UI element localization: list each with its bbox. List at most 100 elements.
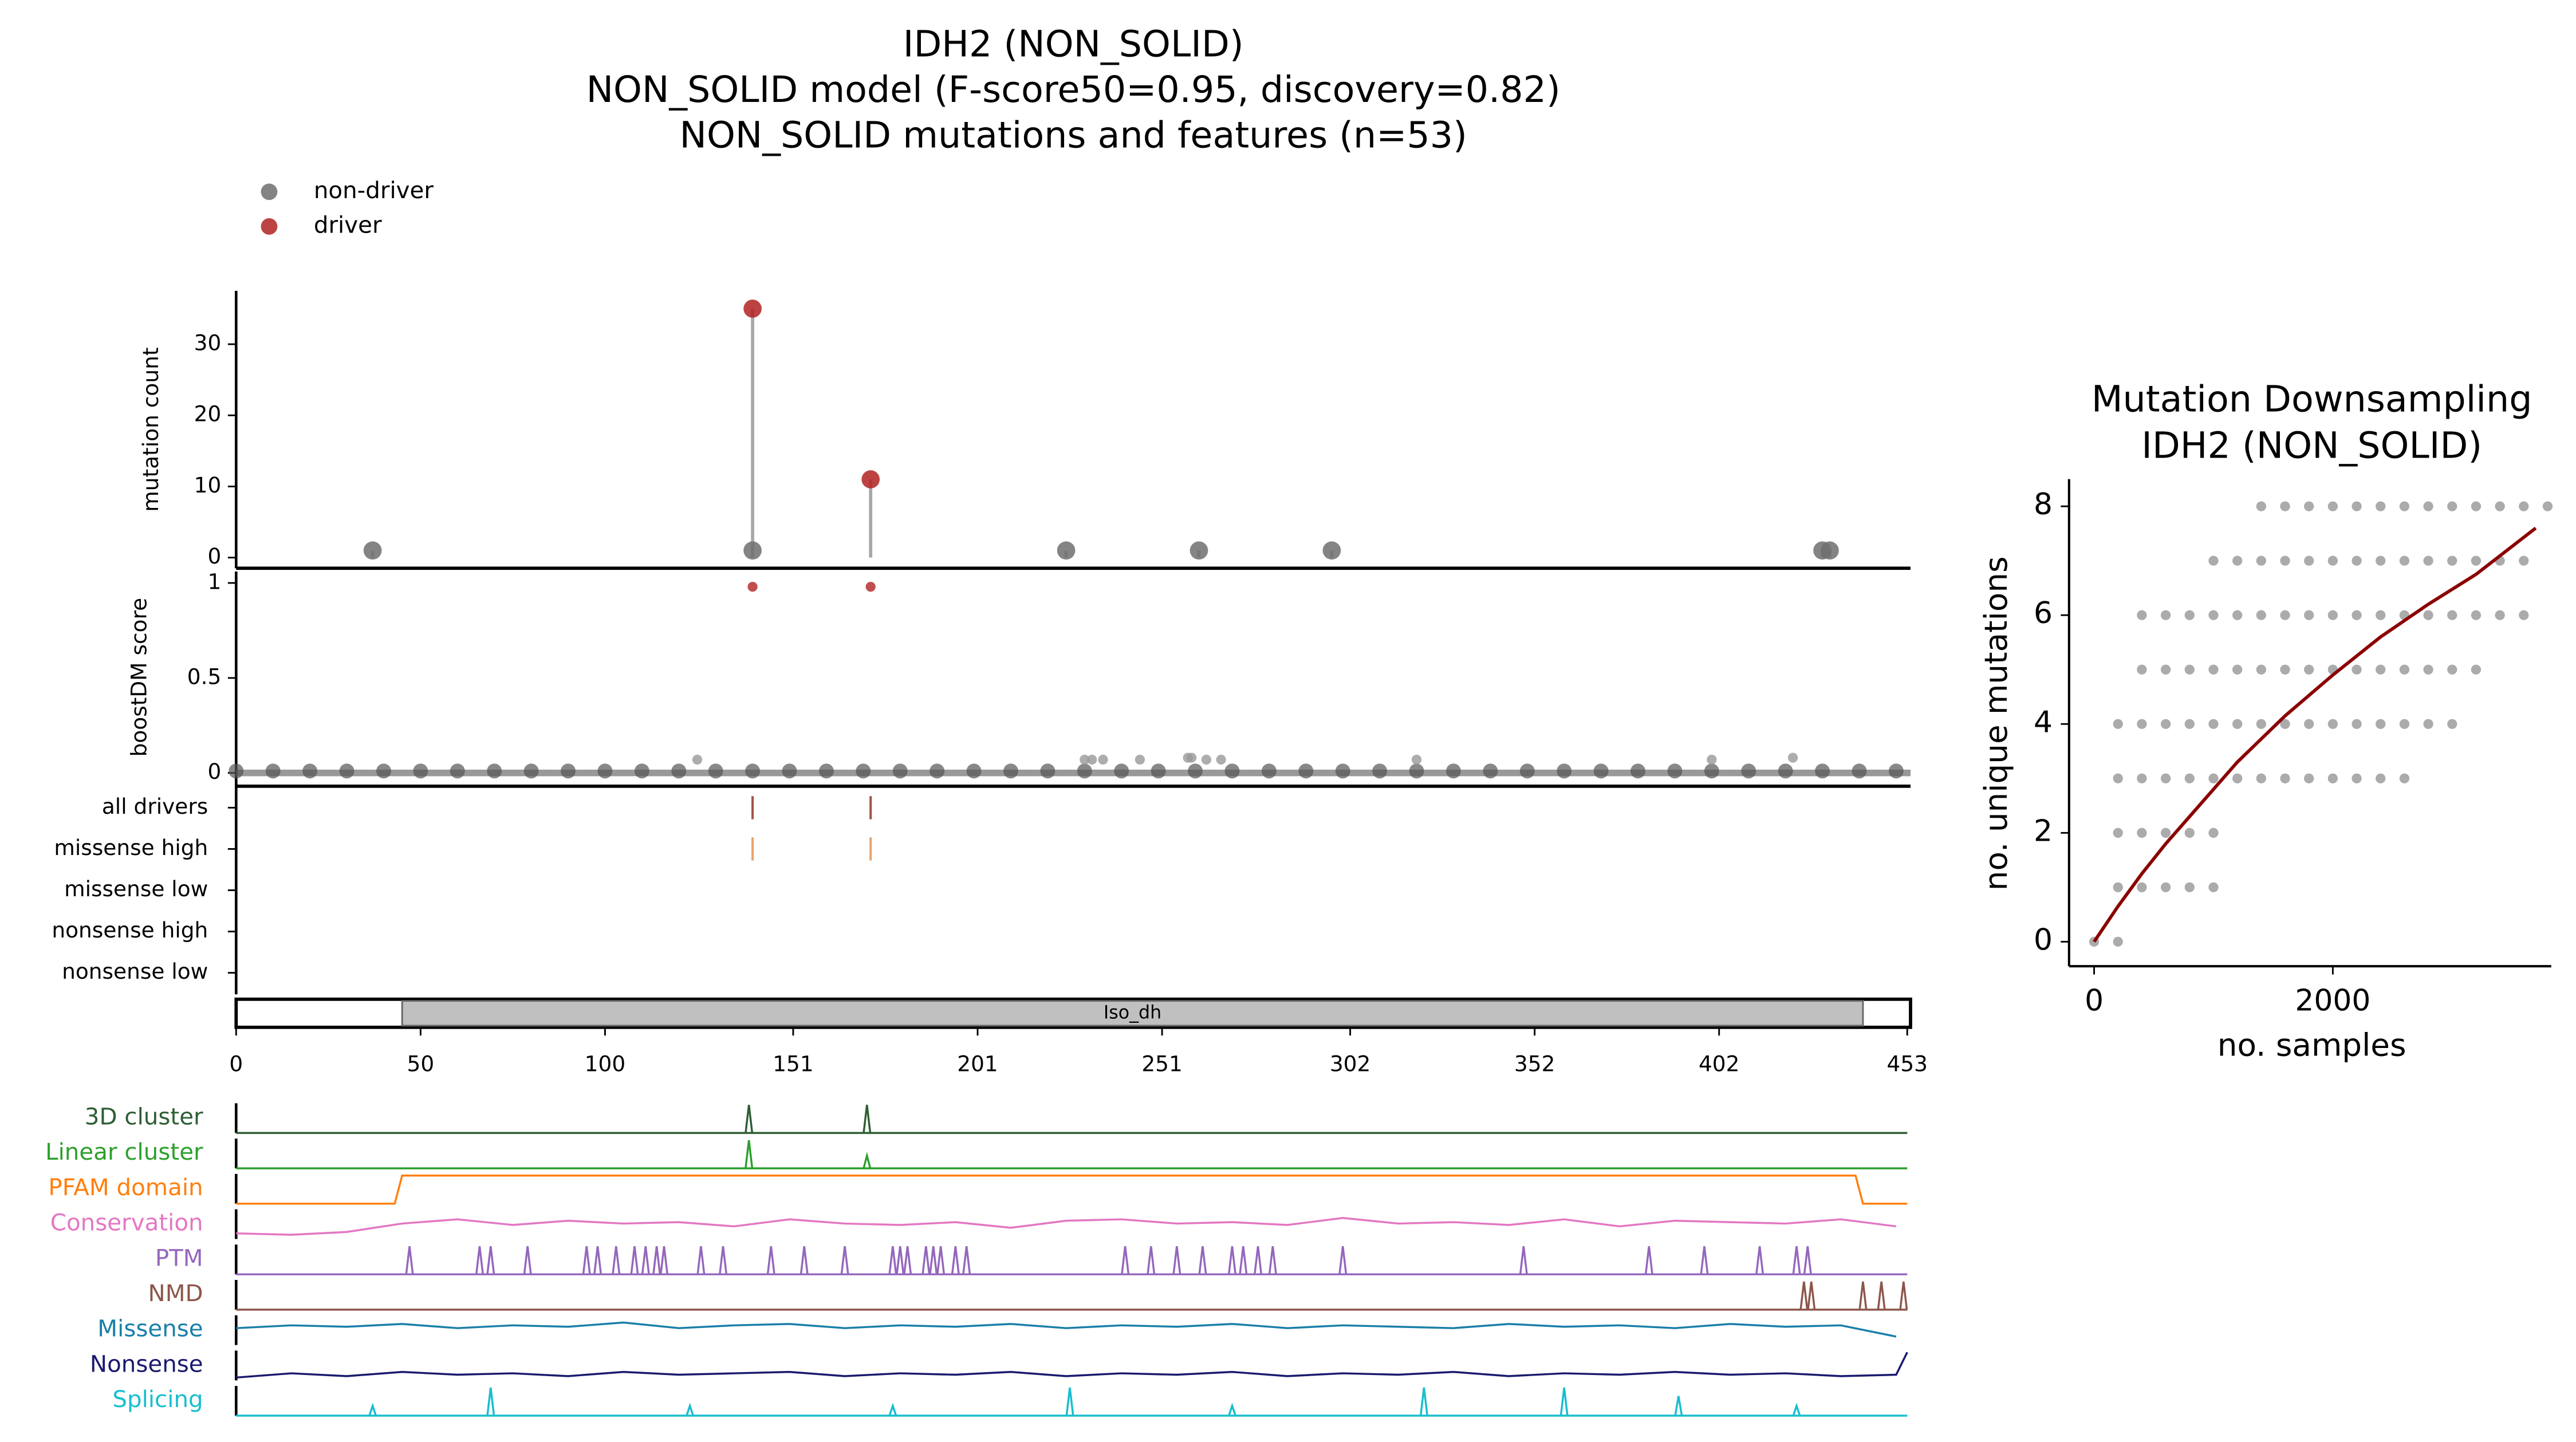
score-point xyxy=(747,581,758,592)
feature-peak xyxy=(696,1246,706,1275)
feature-peak xyxy=(1198,1246,1207,1275)
sample-point xyxy=(2519,610,2529,620)
x-tick-label: 201 xyxy=(957,1051,998,1077)
feature-peak xyxy=(719,1246,728,1275)
feature-peak xyxy=(652,1246,661,1275)
sample-point xyxy=(2471,610,2482,620)
sample-point xyxy=(2447,664,2457,675)
sample-point xyxy=(2256,664,2266,675)
feature-peak xyxy=(486,1387,495,1416)
y-tick-label: 4 xyxy=(2034,705,2053,739)
sample-point xyxy=(2160,773,2171,783)
feature-peak xyxy=(686,1402,695,1416)
feature-peak xyxy=(405,1246,414,1275)
y-tick-label: 0 xyxy=(208,543,222,569)
legend-marker xyxy=(261,218,278,235)
sample-point xyxy=(2304,664,2314,675)
track-label: nonsense low xyxy=(62,959,208,984)
sample-point xyxy=(2304,555,2314,566)
x-tick-label: 402 xyxy=(1699,1051,1740,1077)
feature-peak xyxy=(1065,1387,1074,1416)
sample-point xyxy=(2208,555,2219,566)
sample-point xyxy=(2113,828,2123,838)
feature-peak xyxy=(1268,1246,1277,1275)
sample-point xyxy=(2184,828,2195,838)
sample-point xyxy=(2256,501,2266,511)
sample-point xyxy=(2447,501,2457,511)
feature-peak xyxy=(612,1246,621,1275)
sample-point xyxy=(2423,555,2433,566)
sample-point xyxy=(2137,828,2147,838)
sample-point xyxy=(2160,882,2171,893)
domain xyxy=(401,1000,1864,1027)
sample-point xyxy=(2471,555,2482,566)
sample-point xyxy=(2327,501,2338,511)
x-tick-label: 0 xyxy=(2085,984,2104,1018)
sample-point xyxy=(2137,610,2147,620)
sample-point xyxy=(2184,610,2195,620)
sample-point xyxy=(2137,664,2147,675)
sample-point xyxy=(2376,501,2386,511)
sample-point xyxy=(2495,501,2505,511)
feature-peak xyxy=(862,1152,872,1169)
sample-point xyxy=(2471,501,2482,511)
x-tick-label: 0 xyxy=(229,1051,243,1077)
y-tick-label: 20 xyxy=(194,401,222,427)
score-point xyxy=(1707,754,1717,765)
feature-peak xyxy=(745,1140,754,1169)
sample-point xyxy=(2327,773,2338,783)
sample-point xyxy=(2327,610,2338,620)
sample-point xyxy=(2423,719,2433,729)
mutation-point xyxy=(1057,541,1076,560)
score-point xyxy=(1135,754,1145,765)
sample-point xyxy=(2113,882,2123,893)
sample-point xyxy=(2208,882,2219,893)
sample-point xyxy=(2232,555,2243,566)
y-tick-label: 8 xyxy=(2034,487,2053,522)
sample-point xyxy=(2352,664,2362,675)
x-tick-label: 2000 xyxy=(2295,984,2370,1018)
mutation-point xyxy=(363,541,382,560)
feature-peak xyxy=(486,1246,495,1275)
sample-point xyxy=(2447,610,2457,620)
x-tick-label: 352 xyxy=(1514,1051,1555,1077)
feature-peak xyxy=(862,1105,872,1133)
sample-point xyxy=(2304,610,2314,620)
sample-point xyxy=(2542,501,2553,511)
feature-line xyxy=(236,1321,1897,1338)
feature-peak xyxy=(1228,1402,1236,1416)
mutation-point xyxy=(1821,541,1839,560)
sample-point xyxy=(2256,719,2266,729)
feature-peak xyxy=(929,1246,938,1275)
sample-point xyxy=(2327,719,2338,729)
sample-point xyxy=(2184,773,2195,783)
sample-point xyxy=(2376,719,2386,729)
feature-label: Linear cluster xyxy=(45,1138,203,1165)
feature-peak xyxy=(1792,1402,1801,1416)
score-point xyxy=(865,581,876,592)
sample-point xyxy=(2352,501,2362,511)
score-point xyxy=(1087,754,1097,765)
sample-point xyxy=(2160,719,2171,729)
feature-peak xyxy=(896,1246,905,1275)
feature-peak xyxy=(1700,1246,1709,1275)
feature-label: Splicing xyxy=(112,1386,203,1413)
score-point xyxy=(1787,752,1798,763)
feature-peak xyxy=(1644,1246,1653,1275)
y-tick-label: 6 xyxy=(2034,596,2053,631)
sample-point xyxy=(2399,555,2410,566)
feature-peak xyxy=(1254,1246,1263,1275)
score-point xyxy=(692,754,703,765)
legend-label: driver xyxy=(314,211,382,238)
sample-point xyxy=(2256,610,2266,620)
sample-point xyxy=(2232,610,2243,620)
x-tick-label: 151 xyxy=(773,1051,814,1077)
x-tick-label: 453 xyxy=(1886,1051,1928,1077)
y-tick-label: 10 xyxy=(194,472,222,498)
track-label: nonsense high xyxy=(52,917,208,943)
sample-point xyxy=(2352,719,2362,729)
sample-point xyxy=(2208,828,2219,838)
y-tick-label: 1 xyxy=(208,569,222,594)
legend-marker xyxy=(261,183,278,200)
